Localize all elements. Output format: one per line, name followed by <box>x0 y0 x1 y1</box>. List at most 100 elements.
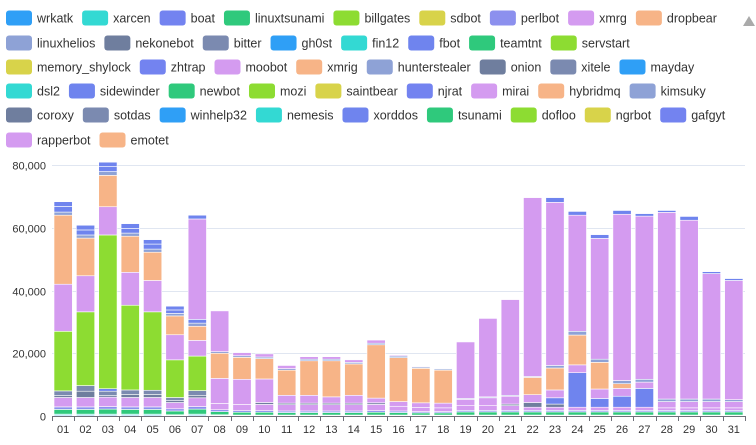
bar-segment-mirai[interactable] <box>546 202 564 365</box>
bar-segment-hunterstealer[interactable] <box>99 172 117 176</box>
bar-segment-hunterstealer[interactable] <box>188 323 206 326</box>
bar-segment-xmrg[interactable] <box>76 397 94 406</box>
bar-segment-xorddos[interactable] <box>680 216 698 220</box>
bar-segment-xorddos[interactable] <box>546 198 564 203</box>
legend-item-rapperbot[interactable]: rapperbot <box>6 133 91 148</box>
bar-segment-moobot[interactable] <box>210 378 228 403</box>
bar-segment-servstart[interactable] <box>143 312 161 390</box>
bar-segment-moobot[interactable] <box>99 207 117 235</box>
bar-segment-moobot[interactable] <box>546 390 564 398</box>
bar-segment-linuxtsunami[interactable] <box>233 412 251 415</box>
bar-segment-xmrg[interactable] <box>680 408 698 411</box>
bar-segment-perlbot[interactable] <box>188 407 206 410</box>
bar-stack-10[interactable] <box>255 354 273 416</box>
bar-segment-xmrg[interactable] <box>188 398 206 407</box>
bar-segment-xmrg[interactable] <box>456 406 474 411</box>
bar-segment-xmrig[interactable] <box>389 358 407 402</box>
legend-item-xmrg[interactable]: xmrg <box>568 11 627 26</box>
bar-segment-linuxtsunami[interactable] <box>76 409 94 414</box>
bar-segment-fbot[interactable] <box>591 398 609 407</box>
bar-stack-06[interactable] <box>166 306 184 416</box>
bar-stack-18[interactable] <box>434 368 452 416</box>
bar-segment-xmrg[interactable] <box>613 407 631 410</box>
bar-segment-mirai[interactable] <box>389 355 407 356</box>
bar-segment-servstart[interactable] <box>54 331 72 391</box>
bar-segment-linuxtsunami[interactable] <box>591 412 609 415</box>
legend-item-mozi[interactable]: mozi <box>249 84 306 99</box>
bar-segment-moobot[interactable] <box>345 395 363 403</box>
bar-segment-mirai[interactable] <box>613 214 631 380</box>
bar-segment-linuxtsunami[interactable] <box>143 409 161 414</box>
legend-item-ngrbot[interactable]: ngrbot <box>585 108 652 123</box>
bar-segment-xmrig[interactable] <box>76 238 94 276</box>
bar-segment-xmrig[interactable] <box>300 361 318 396</box>
bar-segment-moobot[interactable] <box>54 284 72 331</box>
bar-stack-19[interactable] <box>456 342 474 416</box>
bar-segment-mirai[interactable] <box>322 357 340 360</box>
bar-segment-moobot[interactable] <box>456 399 474 405</box>
bar-segment-sidewinder[interactable] <box>166 310 184 313</box>
bar-segment-bitter[interactable] <box>54 391 72 396</box>
bar-segment-xmrig[interactable] <box>188 326 206 340</box>
bar-segment-fbot[interactable] <box>546 398 564 404</box>
legend-item-dsl2[interactable]: dsl2 <box>6 84 60 99</box>
bar-segment-xmrg[interactable] <box>278 405 296 411</box>
legend-item-fbot[interactable]: fbot <box>408 36 460 51</box>
bar-segment-linuxtsunami[interactable] <box>345 413 363 416</box>
legend-item-newbot[interactable]: newbot <box>169 84 241 99</box>
bar-segment-mirai[interactable] <box>188 219 206 319</box>
bar-segment-moobot[interactable] <box>635 382 653 388</box>
legend-item-nekonebot[interactable]: nekonebot <box>104 36 194 51</box>
bar-segment-hunterstealer[interactable] <box>591 359 609 362</box>
bar-segment-hunterstealer[interactable] <box>568 331 586 335</box>
bar-segment-nekonebot[interactable] <box>76 391 94 397</box>
bar-segment-mirai[interactable] <box>702 274 720 400</box>
bar-segment-mirai[interactable] <box>680 220 698 399</box>
legend-item-tsunami[interactable]: tsunami <box>427 108 502 123</box>
bar-segment-mirai[interactable] <box>300 357 318 360</box>
legend-item-xmrig[interactable]: xmrig <box>296 60 358 75</box>
bar-stack-31[interactable] <box>725 279 743 416</box>
bar-segment-moobot[interactable] <box>568 365 586 373</box>
bar-segment-moobot[interactable] <box>523 395 541 403</box>
bar-segment-xmrg[interactable] <box>479 406 497 411</box>
bar-segment-sidewinder[interactable] <box>54 206 72 212</box>
bar-segment-hunterstealer[interactable] <box>702 399 720 402</box>
bar-segment-linuxtsunami[interactable] <box>568 412 586 415</box>
legend-item-xarcen[interactable]: xarcen <box>82 11 151 26</box>
bar-segment-linuxtsunami[interactable] <box>188 409 206 414</box>
bar-segment-xmrig[interactable] <box>546 368 564 390</box>
bar-stack-07[interactable] <box>188 215 206 416</box>
bar-segment-xmrig[interactable] <box>121 236 139 272</box>
bar-segment-xmrg[interactable] <box>210 403 228 409</box>
legend-item-fin12[interactable]: fin12 <box>341 36 399 51</box>
bar-segment-mirai[interactable] <box>658 212 676 399</box>
bar-segment-servstart[interactable] <box>121 305 139 390</box>
bar-segment-moobot[interactable] <box>188 340 206 356</box>
bar-segment-mirai[interactable] <box>479 318 497 396</box>
bar-segment-mirai[interactable] <box>233 353 251 356</box>
legend-item-njrat[interactable]: njrat <box>407 84 463 99</box>
bar-segment-linuxtsunami[interactable] <box>166 411 184 415</box>
legend-item-linuxhelios[interactable]: linuxhelios <box>6 36 95 51</box>
legend-item-memory-shylock[interactable]: memory_shylock <box>6 60 132 75</box>
legend-item-saintbear[interactable]: saintbear <box>315 84 397 99</box>
bar-segment-linuxtsunami[interactable] <box>479 412 497 415</box>
bar-segment-mirai[interactable] <box>210 311 228 352</box>
bar-segment-xorddos[interactable] <box>702 272 720 274</box>
bar-segment-linuxtsunami[interactable] <box>501 412 519 415</box>
bar-segment-xorddos[interactable] <box>613 210 631 214</box>
bar-segment-xorddos[interactable] <box>76 225 94 230</box>
bar-stack-13[interactable] <box>322 357 340 416</box>
legend-item-winhelp32[interactable]: winhelp32 <box>160 108 247 123</box>
bar-segment-sidewinder[interactable] <box>188 319 206 323</box>
bar-stack-22[interactable] <box>523 198 541 416</box>
bar-segment-moobot[interactable] <box>412 403 430 408</box>
legend-item-gh0st[interactable]: gh0st <box>271 36 333 51</box>
triangle-up-icon[interactable] <box>743 16 755 26</box>
bar-segment-linuxtsunami[interactable] <box>389 413 407 416</box>
legend-item-dofloo[interactable]: dofloo <box>511 108 576 123</box>
bar-segment-bitter[interactable] <box>76 386 94 392</box>
bar-stack-12[interactable] <box>300 357 318 416</box>
bar-segment-hunterstealer[interactable] <box>658 399 676 402</box>
